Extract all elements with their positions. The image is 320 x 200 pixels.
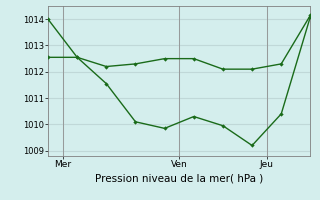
X-axis label: Pression niveau de la mer( hPa ): Pression niveau de la mer( hPa ) (95, 173, 263, 183)
